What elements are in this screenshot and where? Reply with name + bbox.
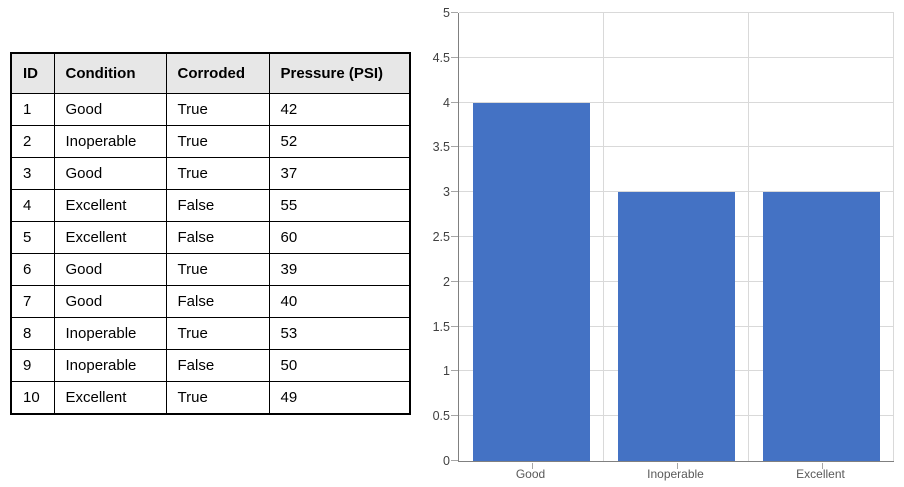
table-cell: 49 [268,381,411,415]
y-tick-label: 2 [443,274,450,289]
y-axis-labels: 0 0.5 1 1.5 2 2.5 3 3.5 4 4.5 5 [406,6,450,468]
table-cell: True [165,381,270,415]
table-cell: 1 [10,93,55,126]
table-cell: Excellent [53,381,167,415]
table-cell: True [165,253,270,286]
y-axis-tick [451,146,458,148]
y-axis-tick [451,236,458,237]
table-cell: 55 [268,189,411,222]
table-row: 2 Inoperable True 52 [10,125,411,158]
table-cell: Excellent [53,189,167,222]
h-gridline [459,56,894,58]
x-axis-tick [676,463,678,469]
y-axis-tick [451,325,458,327]
table-body: 1 Good True 42 2 Inoperable True 52 3 Good True 37 4… [10,93,411,415]
plot-area [451,12,894,469]
table-row: 3 Good True 37 [10,157,411,190]
y-tick-label: 2.5 [432,230,450,244]
y-axis-tick [451,101,458,103]
table-cell: 2 [10,125,55,158]
y-tick-label: 4 [443,95,450,110]
y-axis-tick [451,12,458,13]
y-tick-label: 1.5 [432,319,450,334]
y-tick-label: 5 [443,6,450,20]
x-axis-tick [821,463,823,469]
table-cell: False [165,285,270,318]
table-row: 4 Excellent False 55 [10,189,411,222]
table-cell: Good [53,93,167,126]
table-cell: 5 [10,221,55,254]
y-axis-tick [451,191,458,193]
bar-excellent [763,192,880,461]
table-cell: 9 [10,349,55,382]
y-tick-label: 3 [443,185,450,200]
x-category-label: Good [515,467,546,481]
x-category-label: Excellent [796,467,845,481]
table-cell: Good [53,253,167,286]
table-cell: Good [53,157,167,190]
data-table: ID Condition Corroded Pressure (PSI) 1 Good T… [10,52,411,415]
table-row: 6 Good True 39 [10,253,411,286]
table-cell: 7 [10,285,55,318]
y-axis-tick [451,370,458,372]
table-cell: Good [53,285,167,318]
table-cell: True [165,157,270,190]
y-tick-label: 0.5 [432,409,450,424]
table-cell: 42 [268,93,411,126]
table-cell: 37 [268,157,411,190]
y-tick-label: 3.5 [432,140,450,155]
table-cell: 4 [10,189,55,222]
h-gridline [459,101,894,103]
table-cell: True [165,93,270,126]
y-axis-tick [451,460,458,461]
x-category-label: Inoperable [647,467,704,481]
table-cell: 40 [268,285,411,318]
table-row: 5 Excellent False 60 [10,221,411,254]
table-row: 9 Inoperable False 50 [10,349,411,382]
table-cell: 3 [10,157,55,190]
y-axis-tick [451,56,458,58]
table-cell: Inoperable [53,349,167,382]
h-gridline [459,12,894,13]
v-gridline [748,13,749,461]
table-row: 7 Good False 40 [10,285,411,318]
y-axis-tick [451,415,458,417]
table-cell: False [165,221,270,254]
bar-good [473,102,590,461]
y-tick-label: 0 [443,454,450,468]
table-cell: Excellent [53,221,167,254]
column-header: ID [10,52,55,94]
table-cell: Inoperable [53,125,167,158]
table-cell: 50 [268,349,411,382]
table-cell: True [165,125,270,158]
table-cell: 52 [268,125,411,158]
table-cell: False [165,189,270,222]
column-header: Pressure (PSI) [268,52,411,94]
column-header: Corroded [165,52,270,94]
y-tick-label: 1 [443,364,450,379]
y-tick-label: 4.5 [432,50,450,65]
table-cell: 10 [10,381,55,415]
table-row: 1 Good True 42 [10,93,411,126]
column-header: Condition [53,52,167,94]
v-gridline [603,13,604,461]
x-axis-labels: Good Inoperable Excellent [458,467,893,483]
table-cell: 6 [10,253,55,286]
table-cell: 8 [10,317,55,350]
table-row: 10 Excellent True 49 [10,381,411,415]
table-cell: Inoperable [53,317,167,350]
table-cell: True [165,317,270,350]
table-row: 8 Inoperable True 53 [10,317,411,350]
h-gridline [459,191,894,193]
table-cell: 53 [268,317,411,350]
h-gridline [459,146,894,148]
x-axis-tick [531,463,533,469]
bar-inoperable [618,192,735,461]
table-cell: 60 [268,221,411,254]
table-header-row: ID Condition Corroded Pressure (PSI) [10,52,411,94]
y-axis-tick [451,280,458,282]
table-cell: 39 [268,253,411,286]
table-cell: False [165,349,270,382]
v-gridline [893,13,894,461]
